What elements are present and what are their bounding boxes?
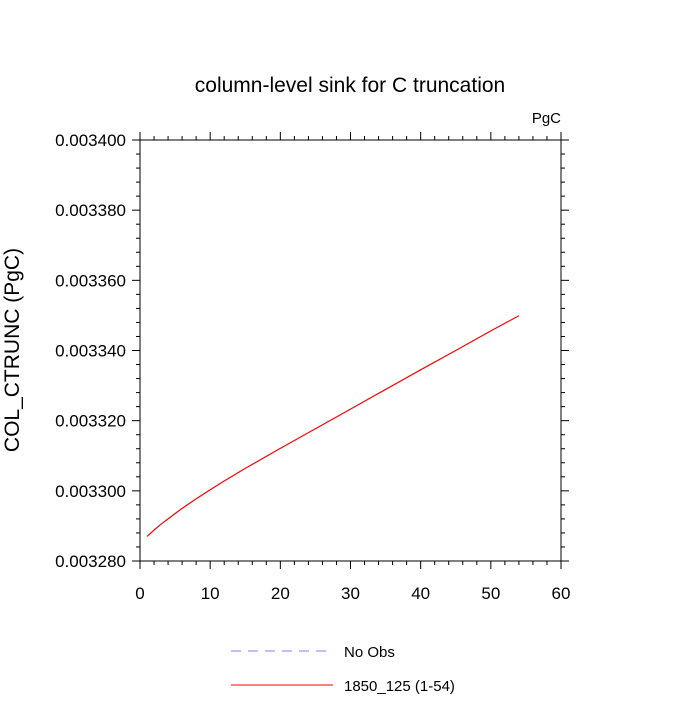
x-axis-ticks: 0 10 20 30 40 50 60 bbox=[135, 132, 570, 603]
y-tick-label: 0.003320 bbox=[55, 412, 126, 431]
y-axis-label: COL_CTRUNC (PgC) bbox=[1, 248, 24, 452]
legend: No Obs 1850_125 (1-54) bbox=[231, 644, 455, 695]
y-tick-label: 0.003400 bbox=[55, 131, 126, 150]
y-axis-ticks: 0.003280 0.003300 0.003320 0.003340 0.003360… bbox=[55, 131, 569, 571]
series-layer bbox=[146, 315, 520, 537]
legend-label: No Obs bbox=[344, 644, 395, 661]
y-tick-label: 0.003340 bbox=[55, 342, 126, 361]
x-tick-label: 60 bbox=[552, 584, 571, 603]
y-tick-label: 0.003360 bbox=[55, 271, 126, 290]
x-tick-label: 40 bbox=[411, 584, 430, 603]
units-label: PgC bbox=[532, 110, 561, 127]
y-tick-label: 0.003300 bbox=[55, 482, 126, 501]
x-tick-label: 0 bbox=[135, 584, 144, 603]
legend-label: 1850_125 (1-54) bbox=[344, 678, 455, 695]
series-line bbox=[146, 315, 520, 537]
y-tick-label: 0.003280 bbox=[55, 552, 126, 571]
x-tick-label: 50 bbox=[481, 584, 500, 603]
chart-title: column-level sink for C truncation bbox=[195, 74, 505, 97]
x-tick-label: 10 bbox=[201, 584, 220, 603]
plot-frame bbox=[139, 139, 562, 562]
x-tick-label: 30 bbox=[341, 584, 360, 603]
y-tick-label: 0.003380 bbox=[55, 201, 126, 220]
x-tick-label: 20 bbox=[271, 584, 290, 603]
